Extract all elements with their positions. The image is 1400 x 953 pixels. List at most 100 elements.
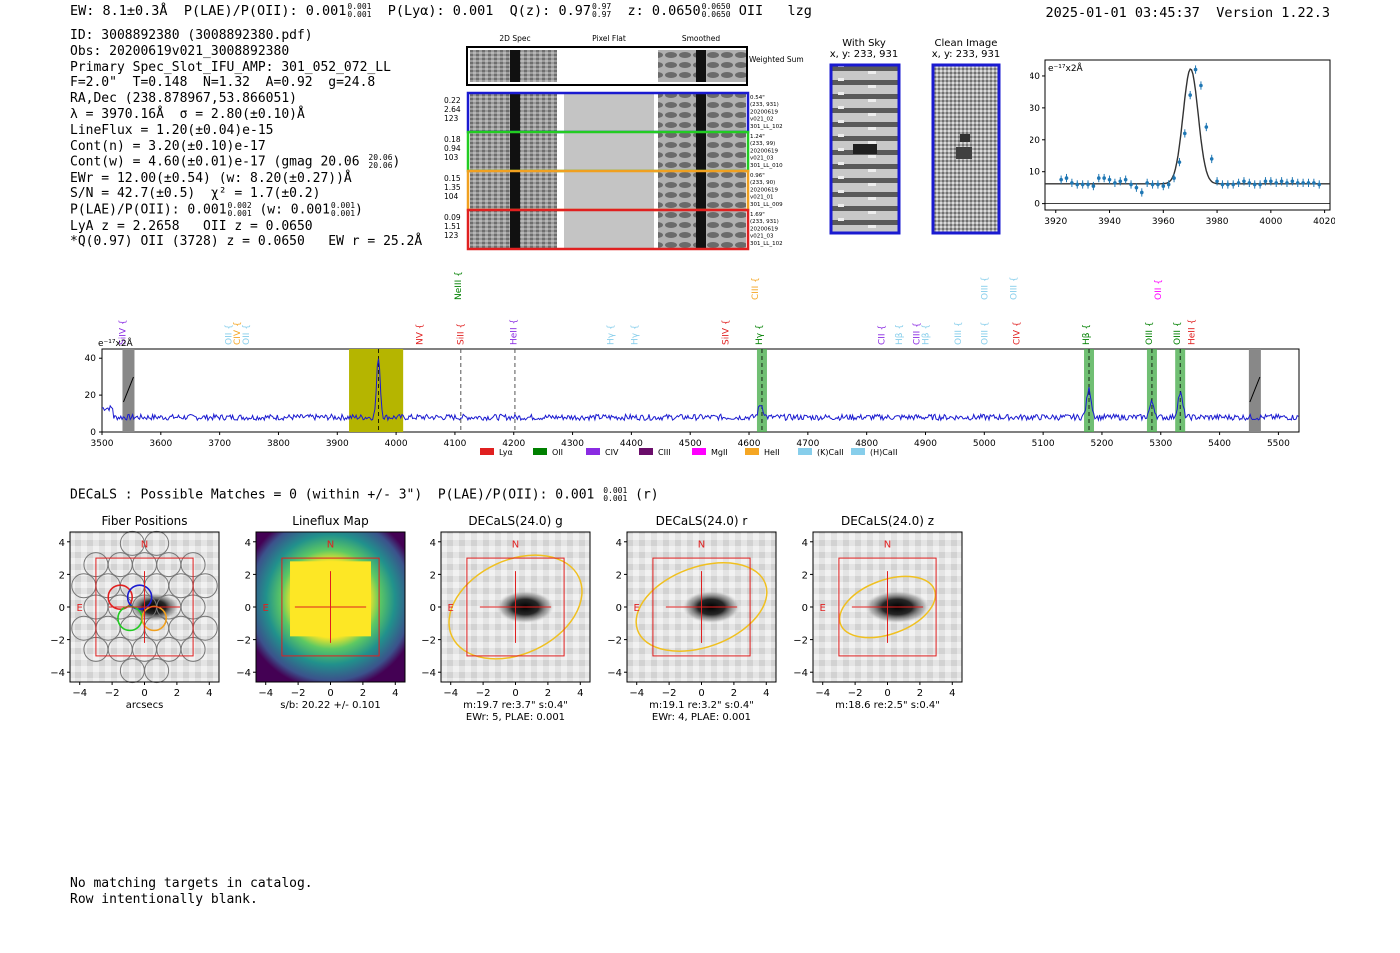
- legend-swatch: [851, 448, 865, 455]
- line-label: OII {: [242, 324, 252, 345]
- line-label: Hβ {: [1082, 324, 1092, 345]
- panel-xtick-label: −4: [629, 688, 644, 699]
- cutout-meta: 301_LL_009: [750, 202, 783, 208]
- legend-label: MgII: [711, 448, 728, 457]
- panel-ytick-label: −2: [793, 636, 808, 647]
- zoom-data-point: [1188, 93, 1192, 97]
- cutout-weight: 0.09: [444, 213, 461, 222]
- zoom-line-chart: e⁻¹⁷x2Å 0 10 20 30 40 3920 3940 3960 3980 4000 402…: [1030, 59, 1335, 227]
- legend-swatch: [798, 448, 812, 455]
- panel-xtick-label: −4: [72, 688, 87, 699]
- spectrum-ytick-label: 20: [85, 391, 97, 401]
- line-match-band: [1175, 349, 1186, 432]
- panel-xtick-label: 2: [545, 688, 551, 699]
- aperture-ellipse: [448, 554, 583, 660]
- cutout-weight: 0.15: [444, 174, 461, 183]
- panel-ytick-label: −4: [793, 668, 808, 679]
- spectrum-xtick-label: 5000: [973, 439, 996, 449]
- info-contn: Cont(n) = 3.20(±0.10)e-17: [70, 138, 266, 154]
- info-obs: Obs: 20200619v021_3008892380: [70, 43, 290, 59]
- line-label: OIII {: [1173, 321, 1183, 345]
- search-box: [838, 557, 937, 657]
- cutout-meta: 301_LL_010: [750, 163, 783, 169]
- cutout-weight: 0.22: [444, 96, 461, 105]
- cutout-weight: 123: [444, 114, 459, 123]
- line-label: HeII {: [1187, 319, 1197, 345]
- zoom-data-point: [1279, 179, 1284, 184]
- panel-ytick-label: 0: [430, 603, 436, 614]
- cutout-frame: [466, 208, 750, 251]
- panel-ytick-label: 4: [245, 538, 251, 549]
- zoom-data-point: [1226, 182, 1230, 187]
- panel-ytick-label: −4: [421, 668, 436, 679]
- cutout-weight: 0.18: [444, 135, 461, 144]
- search-box: [95, 557, 194, 657]
- fiber-circle: [144, 658, 170, 684]
- panel-ytick-label: 2: [59, 570, 65, 581]
- zoom-data-point: [1080, 182, 1085, 187]
- panel-xtick-label: −2: [662, 688, 677, 699]
- panel-xtick-label: 4: [577, 688, 583, 699]
- zoom-ytick-label: 30: [1030, 104, 1040, 114]
- imaging-panel-3: DECaLS(24.0) g N E −4 −4 −2 −2 0 0 2 2 4 4 m:19.7 re:…: [421, 514, 591, 723]
- spectrum-xtick-label: 5200: [1090, 439, 1113, 449]
- spectrum-xtick-label: 4100: [443, 439, 466, 449]
- clean-title: Clean Image x, y: 233, 931: [928, 38, 1004, 60]
- panel-xtick-label: 2: [360, 688, 366, 699]
- spectrum-legend: Lyα OII CIV CIII MgII HeII (K)CaII (H)CaII: [480, 448, 897, 457]
- imaging-panel-1: Fiber Positions N E −4 −4 −2 −2 0 0 2 2 4 4 arcsecs: [50, 514, 220, 711]
- panel-ytick-label: 2: [616, 570, 622, 581]
- line-label: NV {: [416, 324, 426, 345]
- panel-xtick-label: −2: [476, 688, 491, 699]
- withsky-title: With Sky x, y: 233, 931: [829, 38, 899, 60]
- zoom-data-point: [1209, 157, 1214, 161]
- panel-ytick-label: −4: [607, 668, 622, 679]
- panel-xtick-label: −4: [815, 688, 830, 699]
- cutout-meta: (233, 90): [750, 180, 775, 186]
- line-labels: SiIV {OII {CIV {OII {NV {NeIII {SiII {He…: [119, 271, 1198, 345]
- line-label: Hβ {: [895, 324, 905, 345]
- plae2-bounds: 0.002 0.001: [227, 201, 252, 219]
- line-label: Hγ {: [607, 324, 617, 345]
- cutout-meta: v021_02: [750, 117, 774, 123]
- zoom-ytick-label: 20: [1030, 136, 1040, 146]
- line-label: Hβ {: [921, 324, 931, 345]
- panel-xtick-label: −4: [258, 688, 273, 699]
- info-lambda: λ = 3970.16Å σ = 2.80(±0.10)Å: [70, 106, 305, 122]
- panel-ytick-label: 0: [59, 603, 65, 614]
- zoom-data-point: [1231, 182, 1236, 187]
- panel-ytick-label: −2: [236, 636, 251, 647]
- panel-xtick-label: −2: [291, 688, 306, 699]
- panel-xtick-label: 2: [917, 688, 923, 699]
- cutout-weight: 1.51: [444, 222, 461, 231]
- spectra-cutouts: 2D Spec Pixel Flat Smoothed Weighted Sum…: [444, 34, 804, 251]
- line-label: SiIV {: [721, 319, 731, 345]
- cutout-meta: 20200619: [750, 109, 778, 115]
- fiber-highlight: [141, 605, 168, 632]
- zoom-data-point: [1096, 176, 1101, 180]
- zoom-xtick-label: 3920: [1044, 217, 1067, 227]
- line-label: OII {: [1154, 279, 1164, 300]
- plae-bounds: 0.001 0.001: [347, 2, 372, 19]
- cutout-meta: 20200619: [750, 148, 778, 154]
- spectrum-xtick-label: 3800: [267, 439, 290, 449]
- zoom-fit-curve: [1045, 68, 1330, 185]
- ew-value: EW: 8.1±0.3Å: [70, 3, 168, 19]
- fiber-circle: [144, 530, 170, 556]
- panel-caption-2: EWr: 4, PLAE: 0.001: [652, 712, 751, 723]
- spectrum-ylabel: e⁻¹⁷x2Å: [98, 337, 134, 349]
- panel-xtick-label: −2: [848, 688, 863, 699]
- zoom-data-point: [1129, 182, 1133, 187]
- panel-ytick-label: 2: [430, 570, 436, 581]
- east-label: E: [77, 603, 83, 614]
- north-label: N: [512, 539, 519, 550]
- spectrum-xtick-label: 3600: [149, 439, 172, 449]
- cutout-meta: v021_03: [750, 234, 774, 240]
- north-label: N: [884, 539, 891, 550]
- spectrum-xtick-label: 4700: [796, 439, 819, 449]
- panel-ytick-label: −2: [50, 636, 65, 647]
- cutout-meta: v021_01: [750, 195, 774, 201]
- weighted-sum-row: Weighted Sum: [466, 46, 804, 86]
- catalog-note-line2: Row intentionally blank.: [70, 891, 258, 907]
